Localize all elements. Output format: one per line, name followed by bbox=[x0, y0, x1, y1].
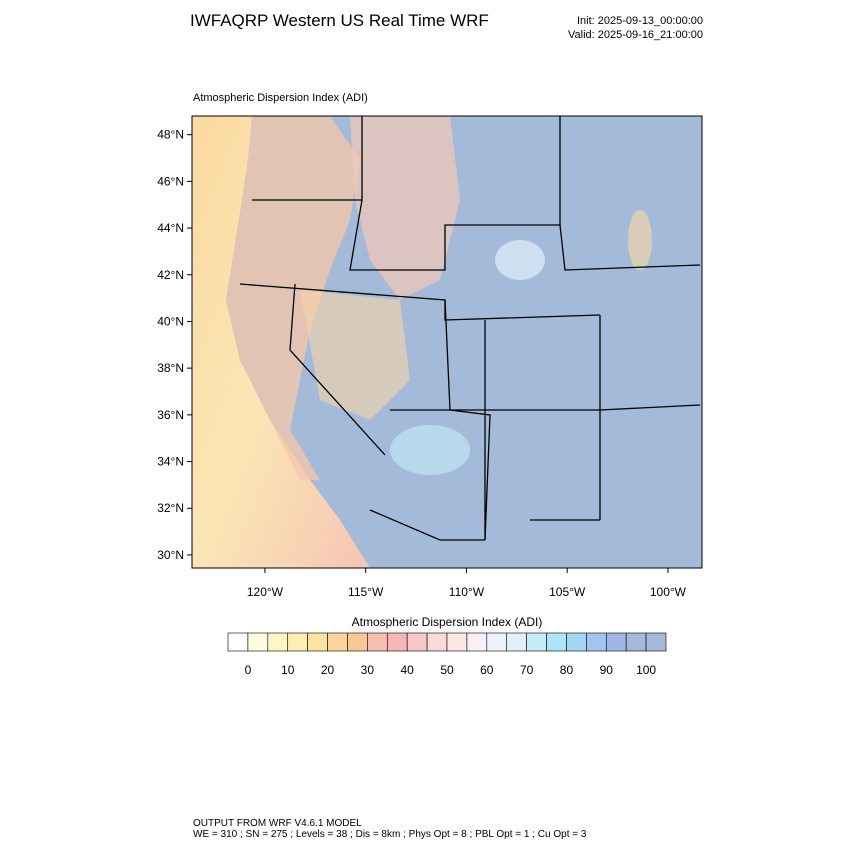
basin-region bbox=[300, 290, 410, 420]
colorbar-box bbox=[605, 632, 627, 652]
colorbar-tick-label: 40 bbox=[401, 663, 415, 677]
y-tick-label: 46°N bbox=[157, 174, 184, 188]
y-tick-label: 48°N bbox=[157, 128, 184, 142]
colorbar-box bbox=[307, 632, 328, 652]
colorbar-tick-label: 30 bbox=[361, 663, 375, 677]
state-borders bbox=[239, 116, 701, 541]
colorbar-title: Atmospheric Dispersion Index (ADI) bbox=[352, 615, 543, 629]
blue-patch bbox=[390, 425, 470, 475]
colorbar-box bbox=[227, 632, 249, 652]
map-label: Atmospheric Dispersion Index (ADI) bbox=[193, 92, 368, 104]
colorbar-tick-label: 90 bbox=[600, 663, 614, 677]
colorbar-box bbox=[645, 632, 667, 652]
map-ticks: 30°N 32°N 34°N 36°N 38°N 40°N 42°N 44°N 46°N 48°N… bbox=[157, 128, 687, 599]
y-tick-label: 36°N bbox=[157, 408, 184, 422]
colorbar-tick-label: 100 bbox=[636, 663, 656, 677]
colorbar-box bbox=[426, 632, 448, 652]
y-tick-label: 44°N bbox=[157, 221, 184, 235]
colorbar-box bbox=[506, 632, 527, 652]
colorbar-box bbox=[566, 632, 587, 652]
light-patch bbox=[495, 240, 545, 280]
colorbar-tick-label: 80 bbox=[560, 663, 574, 677]
west-region bbox=[226, 116, 360, 480]
colorbar-tick-label: 60 bbox=[480, 663, 494, 677]
map-frame bbox=[191, 115, 703, 569]
colorbar-tick-label: 20 bbox=[321, 663, 335, 677]
y-tick-label: 34°N bbox=[157, 455, 184, 469]
colorbar-box bbox=[526, 632, 547, 652]
colorbar-box bbox=[267, 632, 289, 652]
title: IWFAQRP Western US Real Time WRF bbox=[190, 11, 489, 30]
colorbar-box bbox=[486, 632, 508, 652]
colorbar-box bbox=[247, 632, 269, 652]
y-tick-label: 40°N bbox=[157, 314, 184, 328]
rockies-region bbox=[350, 116, 460, 300]
x-tick-label: 120°W bbox=[247, 585, 284, 599]
colorbar-tick-label: 50 bbox=[440, 663, 454, 677]
light-patch bbox=[628, 210, 652, 270]
footer-line: OUTPUT FROM WRF V4.6.1 MODEL bbox=[193, 818, 362, 829]
colorbar-box bbox=[546, 632, 567, 652]
colorbar-box bbox=[367, 632, 388, 652]
init-time: Init: 2025-09-13_00:00:00 bbox=[577, 15, 703, 27]
x-tick-label: 105°W bbox=[549, 585, 586, 599]
colorbar-box bbox=[347, 632, 368, 652]
y-tick-label: 32°N bbox=[157, 501, 184, 515]
x-tick-label: 110°W bbox=[449, 585, 485, 599]
footer-line: WE = 310 ; SN = 275 ; Levels = 38 ; Dis … bbox=[193, 829, 587, 840]
y-tick-label: 42°N bbox=[157, 268, 184, 282]
colorbar-box bbox=[625, 632, 647, 652]
valid-time: Valid: 2025-09-16_21:00:00 bbox=[568, 29, 703, 41]
colorbar-tick-label: 70 bbox=[520, 663, 534, 677]
colorbar-box bbox=[327, 632, 348, 652]
y-tick-label: 38°N bbox=[157, 361, 184, 375]
colorbar-tick-label: 10 bbox=[281, 663, 295, 677]
y-tick-label: 30°N bbox=[157, 548, 184, 562]
colorbar-box bbox=[287, 632, 308, 652]
colorbar-box bbox=[406, 632, 428, 652]
map-field bbox=[192, 116, 702, 568]
colorbar-box bbox=[386, 632, 408, 652]
colorbar-tick-label: 0 bbox=[245, 663, 252, 677]
ocean bbox=[192, 116, 370, 568]
colorbar-box bbox=[586, 632, 607, 652]
x-tick-label: 115°W bbox=[348, 585, 384, 599]
colorbar-box bbox=[446, 632, 468, 652]
colorbar-box bbox=[466, 632, 488, 652]
x-tick-label: 100°W bbox=[650, 585, 687, 599]
colorbar: 0 10 20 30 40 50 60 70 80 90 100 bbox=[227, 632, 667, 677]
